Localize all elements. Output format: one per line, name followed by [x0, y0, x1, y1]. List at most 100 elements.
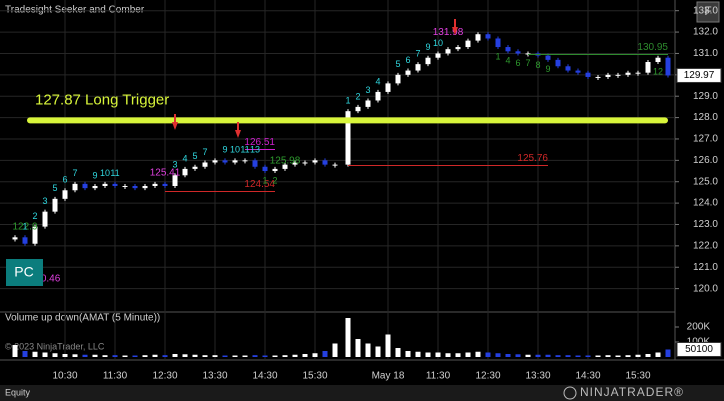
- volume-bar: [22, 351, 28, 357]
- volume-bar: [625, 355, 631, 357]
- setup-count: 1: [345, 96, 350, 106]
- setup-count: 1: [262, 175, 267, 185]
- volume-bar: [112, 355, 118, 357]
- candle-body: [32, 226, 38, 244]
- candle-body: [375, 91, 381, 101]
- volume-bar: [415, 351, 421, 357]
- candle-body: [655, 57, 661, 62]
- y-tick-label: 123.0: [693, 219, 718, 230]
- volume-bar: [635, 354, 641, 357]
- setup-count: 8: [535, 60, 540, 70]
- level-label: 125.76: [517, 153, 548, 164]
- overlay: PC: [6, 259, 43, 286]
- candle-body: [292, 162, 298, 165]
- candle-body: [465, 40, 471, 48]
- volume-bar: [122, 355, 128, 357]
- volume-bar: [32, 351, 38, 357]
- y-tick-label: 121.0: [693, 262, 718, 273]
- signal-arrow: [452, 19, 458, 35]
- price-label: 131.98: [433, 27, 464, 38]
- candle-body: [475, 34, 481, 41]
- last-volume-box: [676, 341, 722, 357]
- candle-body: [132, 186, 138, 189]
- candle-body: [595, 76, 601, 78]
- f-button[interactable]: [696, 1, 720, 23]
- volume-bar: [72, 354, 78, 357]
- level-label: 124.54: [244, 179, 275, 190]
- volume-bar: [42, 352, 48, 357]
- x-tick-label: 10:30: [52, 371, 77, 382]
- setup-count: 5: [52, 183, 57, 193]
- candle-body: [272, 168, 278, 172]
- setup-count: 7: [415, 49, 420, 59]
- volume-bar: [12, 345, 18, 357]
- x-tick-label: 12:30: [152, 371, 177, 382]
- volume-bar: [475, 351, 481, 357]
- volume-bar: [605, 355, 611, 357]
- footer-tab[interactable]: Equity: [5, 387, 31, 397]
- volume-bar: [182, 354, 188, 357]
- candle-body: [212, 160, 218, 163]
- volume-bar: [52, 353, 58, 357]
- volume-bar: [505, 354, 511, 357]
- candle-body: [445, 49, 451, 54]
- volume-tick-label: 200K: [687, 322, 711, 333]
- volume-bar: [615, 355, 621, 357]
- y-tick-label: 122.0: [693, 241, 718, 252]
- x-tick-label: 12:30: [475, 371, 500, 382]
- candle-body: [495, 38, 501, 48]
- volume-bar: [455, 353, 461, 357]
- candle-body: [365, 100, 371, 107]
- volume-bar: [545, 354, 551, 357]
- setup-count: 4: [505, 56, 510, 66]
- indicator-label[interactable]: PC: [14, 264, 33, 280]
- volume-bar: [132, 355, 138, 357]
- x-tick-label: 14:30: [252, 371, 277, 382]
- setup-count: 6: [515, 58, 520, 68]
- footer-bar: [0, 385, 724, 401]
- candle-body: [172, 175, 178, 186]
- candle-body: [42, 211, 48, 227]
- candle-body: [192, 166, 198, 169]
- y-tick-label: 132.0: [693, 27, 718, 38]
- volume-bar: [515, 354, 521, 357]
- candle-body: [332, 164, 338, 166]
- y-tick-label: 127.0: [693, 134, 718, 145]
- level-label: 130.95: [637, 42, 668, 53]
- volume-bar: [465, 352, 471, 357]
- volume-bar: [252, 355, 258, 357]
- volume-bar: [565, 355, 571, 357]
- y-tick-label: 126.0: [693, 155, 718, 166]
- candle-body: [635, 72, 641, 74]
- setup-count: 2: [32, 211, 37, 221]
- volume-bar: [665, 349, 671, 357]
- indicator-box[interactable]: [6, 259, 43, 286]
- candle-body: [565, 66, 571, 71]
- volume-bar: [172, 354, 178, 357]
- setup-count: 1: [22, 222, 27, 232]
- volume-bar: [302, 354, 308, 357]
- candle-body: [385, 83, 391, 92]
- candle-body: [425, 57, 431, 65]
- volume-bar: [385, 334, 391, 357]
- candle-body: [232, 160, 238, 163]
- setup-count: 3: [42, 196, 47, 206]
- volume-bar: [142, 355, 148, 357]
- setup-count: 10: [433, 38, 443, 48]
- candle-body: [625, 72, 631, 75]
- setup-count: 10: [100, 168, 110, 178]
- f-button-label[interactable]: F: [704, 4, 711, 18]
- volume-bar: [232, 355, 238, 357]
- candle-body: [72, 183, 78, 191]
- plot-area: 120.0 121.0 122.0 123.0 124.0 125.0 126.0 127.0…: [0, 0, 718, 382]
- candle-body: [435, 53, 441, 58]
- setup-count: 13: [250, 145, 260, 155]
- volume-bar: [345, 318, 351, 357]
- candle-body: [645, 62, 651, 73]
- logo: NINJATRADER®: [580, 385, 684, 399]
- candle-body: [202, 162, 208, 167]
- volume-bar: [405, 351, 411, 357]
- volume-bar: [82, 354, 88, 357]
- volume-title: Volume up down(AMAT (5 Minute)): [5, 313, 160, 324]
